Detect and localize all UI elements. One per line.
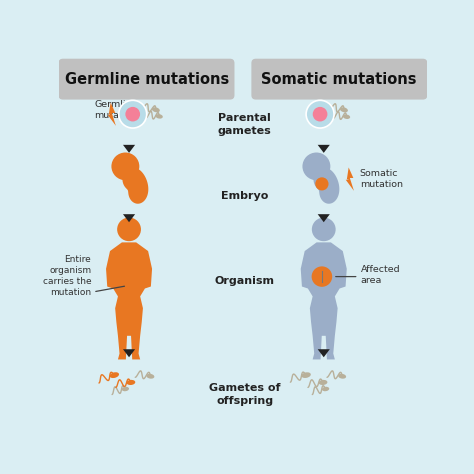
Text: Germline
mutation: Germline mutation [94,100,137,120]
Ellipse shape [340,107,348,112]
Polygon shape [320,177,333,190]
Ellipse shape [122,387,129,391]
Polygon shape [129,177,142,190]
Ellipse shape [319,380,328,385]
Polygon shape [123,145,135,153]
Ellipse shape [152,107,160,112]
Polygon shape [108,102,116,126]
Polygon shape [301,242,347,359]
Circle shape [315,177,328,191]
Circle shape [111,153,139,180]
Polygon shape [123,214,135,222]
Circle shape [302,153,330,180]
Circle shape [117,218,141,241]
Text: Germline mutations: Germline mutations [64,72,229,87]
Polygon shape [313,167,339,204]
Ellipse shape [322,387,329,391]
Ellipse shape [343,115,350,119]
Circle shape [312,218,336,241]
Ellipse shape [146,374,155,379]
Circle shape [119,100,146,128]
Polygon shape [318,349,330,357]
Ellipse shape [109,372,119,378]
Polygon shape [123,349,135,357]
Ellipse shape [127,380,135,385]
Ellipse shape [338,374,346,379]
Polygon shape [318,214,330,222]
Circle shape [313,107,328,121]
Text: Somatic
mutation: Somatic mutation [360,169,403,189]
FancyBboxPatch shape [251,59,428,100]
Ellipse shape [301,372,311,378]
Text: Entire
organism
carries the
mutation: Entire organism carries the mutation [43,255,91,297]
Circle shape [126,107,140,121]
Text: Affected
area: Affected area [360,264,400,285]
Text: Organism: Organism [215,276,275,286]
Text: Embryo: Embryo [221,191,268,201]
Polygon shape [318,145,330,153]
Circle shape [311,266,332,287]
Text: Parental
gametes: Parental gametes [218,113,272,136]
Polygon shape [106,242,152,359]
Text: Somatic mutations: Somatic mutations [262,72,417,87]
Polygon shape [346,167,354,191]
FancyBboxPatch shape [58,59,235,100]
Polygon shape [122,167,148,204]
Text: Gametes of
offspring: Gametes of offspring [209,383,281,406]
Circle shape [306,100,334,128]
Ellipse shape [155,114,163,118]
